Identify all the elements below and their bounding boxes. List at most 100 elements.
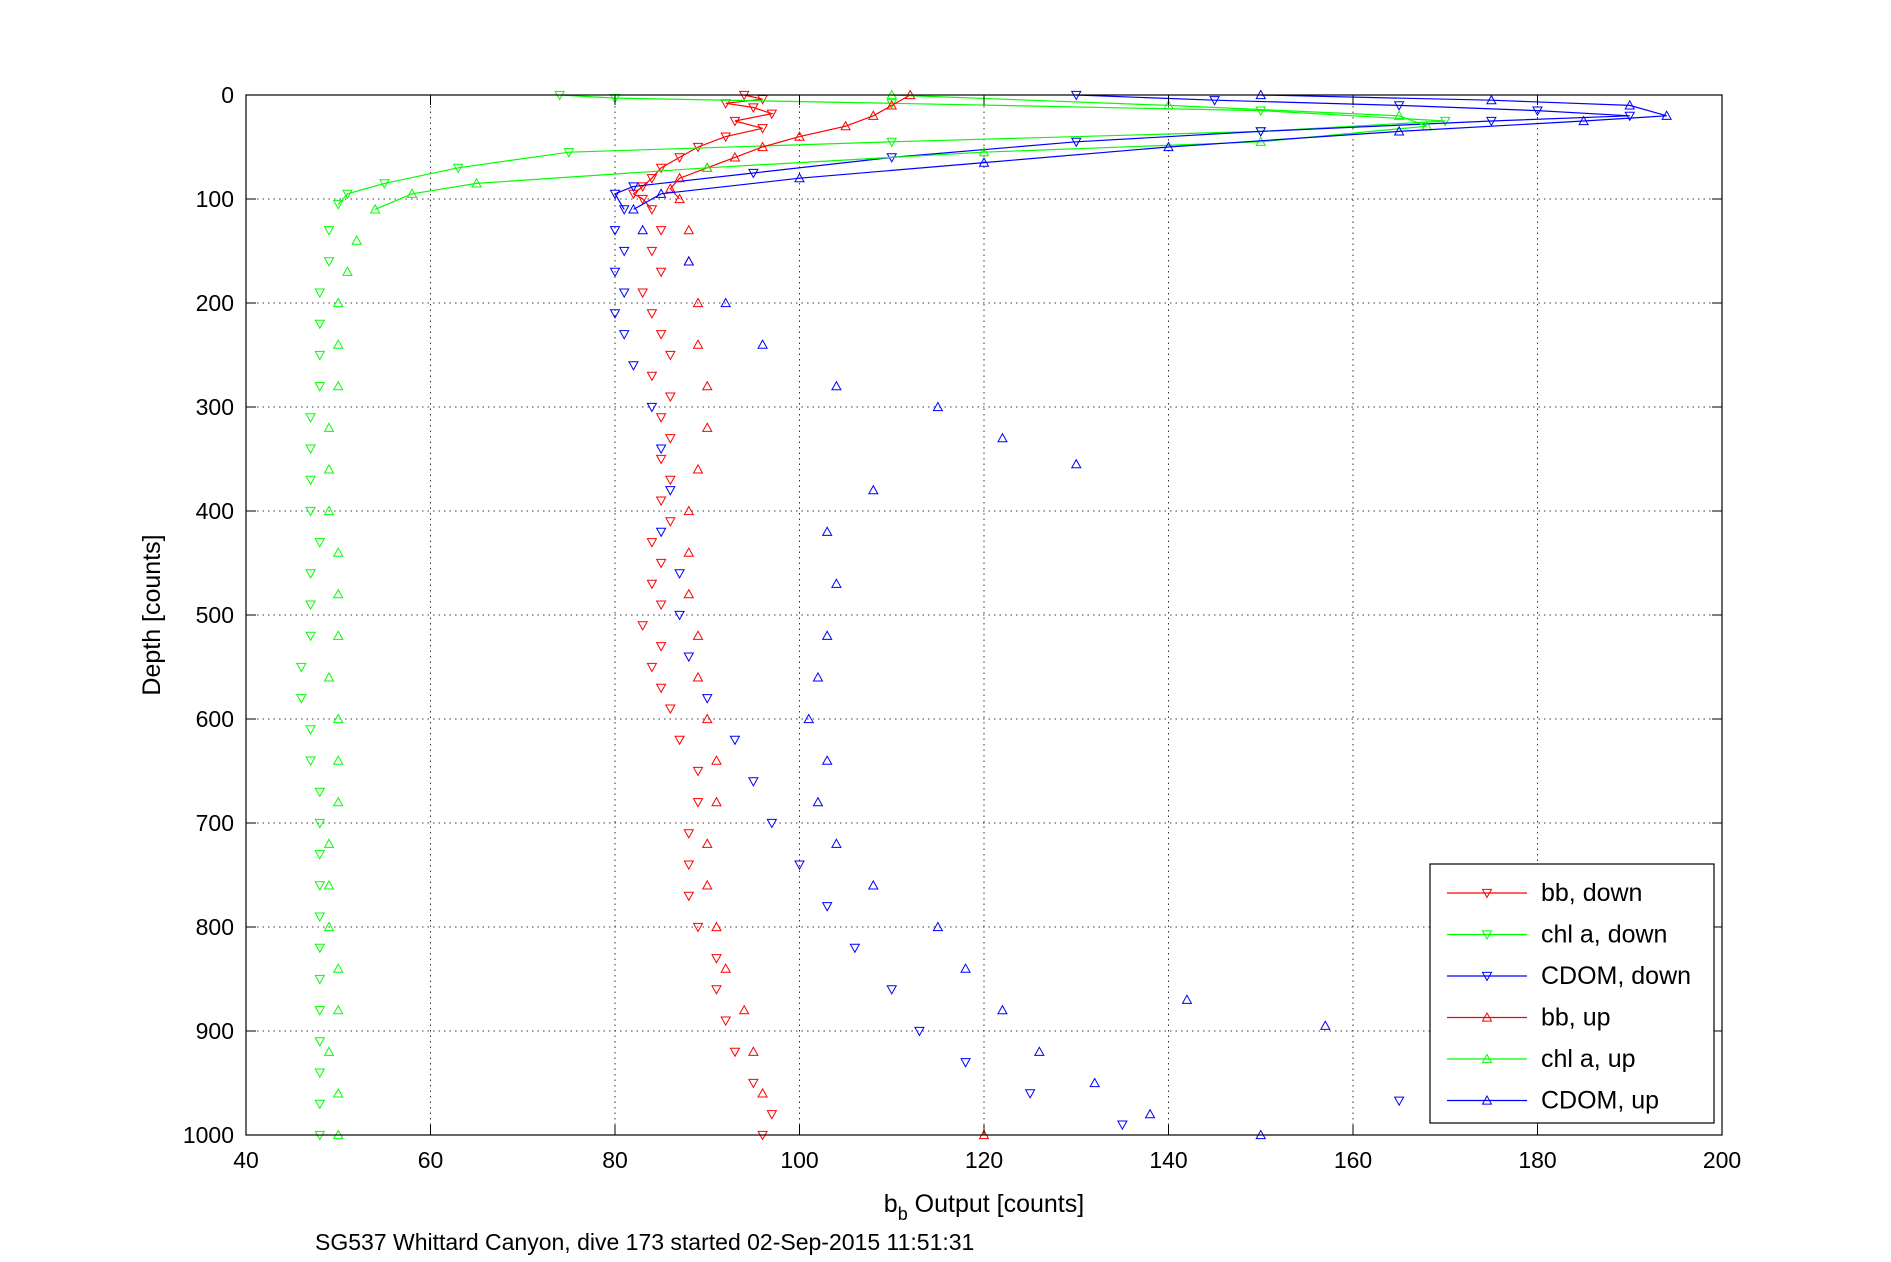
data-point bbox=[332, 547, 344, 557]
data-point bbox=[766, 1110, 778, 1120]
data-point bbox=[960, 963, 971, 973]
data-point bbox=[351, 235, 363, 245]
y-axis-label: Depth [counts] bbox=[138, 534, 166, 695]
data-point bbox=[831, 578, 842, 588]
data-point bbox=[1209, 96, 1220, 106]
data-point bbox=[323, 463, 335, 474]
data-point bbox=[323, 422, 335, 432]
y-tick-label: 500 bbox=[196, 602, 234, 628]
data-point bbox=[831, 380, 842, 391]
data-point bbox=[305, 725, 316, 735]
data-point bbox=[701, 422, 713, 432]
data-point bbox=[305, 631, 316, 642]
data-point bbox=[305, 569, 316, 579]
data-point bbox=[1393, 125, 1405, 136]
data-point bbox=[323, 505, 335, 516]
data-point bbox=[692, 766, 704, 777]
legend-label: chl a, up bbox=[1541, 1045, 1636, 1073]
data-point bbox=[323, 921, 335, 932]
x-tick-label: 200 bbox=[1703, 1147, 1741, 1173]
data-point bbox=[886, 137, 898, 148]
data-point bbox=[1163, 141, 1174, 152]
legend-swatch-marker bbox=[1481, 888, 1493, 899]
data-point bbox=[305, 506, 316, 517]
data-point bbox=[452, 163, 464, 174]
data-point bbox=[1486, 94, 1497, 105]
data-point bbox=[646, 402, 658, 413]
data-point bbox=[406, 188, 418, 198]
data-point bbox=[646, 662, 658, 673]
data-point bbox=[1393, 1096, 1405, 1107]
data-point bbox=[323, 671, 335, 682]
data-point bbox=[812, 671, 824, 682]
data-point bbox=[821, 630, 833, 640]
data-point bbox=[563, 148, 575, 158]
data-point bbox=[655, 413, 667, 423]
data-point bbox=[655, 496, 667, 507]
data-point bbox=[1024, 1089, 1036, 1099]
data-point bbox=[609, 309, 621, 319]
data-point bbox=[674, 610, 685, 621]
data-point bbox=[646, 579, 658, 590]
series-line bbox=[374, 94, 1428, 210]
data-point bbox=[332, 755, 344, 765]
data-point bbox=[1393, 110, 1405, 120]
data-point bbox=[305, 756, 316, 767]
data-point bbox=[886, 985, 898, 995]
x-tick-label: 120 bbox=[965, 1147, 1003, 1173]
data-point bbox=[978, 157, 990, 167]
data-point bbox=[314, 288, 326, 299]
data-point bbox=[618, 330, 630, 340]
data-point bbox=[655, 444, 667, 455]
data-point bbox=[932, 921, 944, 932]
data-point bbox=[665, 475, 676, 486]
data-point bbox=[711, 796, 722, 807]
data-point bbox=[720, 1016, 732, 1027]
data-point bbox=[609, 189, 621, 200]
data-point bbox=[701, 879, 713, 890]
data-point bbox=[1181, 994, 1193, 1004]
data-point bbox=[867, 484, 879, 495]
y-tick-label: 200 bbox=[196, 290, 234, 316]
data-point bbox=[794, 131, 805, 141]
data-point bbox=[766, 818, 778, 829]
data-point bbox=[314, 787, 326, 798]
legend-swatch-marker bbox=[1481, 1053, 1493, 1064]
data-point bbox=[637, 194, 649, 205]
data-point bbox=[314, 319, 326, 330]
data-point bbox=[628, 182, 639, 193]
data-point bbox=[683, 891, 695, 902]
data-point bbox=[1439, 116, 1451, 127]
data-point bbox=[1319, 1020, 1331, 1030]
legend-entry-1: bb, down bbox=[1447, 879, 1642, 907]
data-point bbox=[674, 153, 685, 163]
data-point bbox=[618, 205, 630, 215]
data-point bbox=[932, 401, 944, 412]
data-point bbox=[748, 103, 759, 114]
x-tick-label: 100 bbox=[780, 1147, 818, 1173]
data-point bbox=[314, 1037, 326, 1047]
data-point bbox=[628, 203, 639, 214]
data-point bbox=[628, 361, 639, 371]
data-point bbox=[867, 110, 879, 120]
data-point bbox=[711, 921, 722, 932]
data-point bbox=[692, 297, 704, 308]
data-point bbox=[332, 796, 344, 807]
data-point bbox=[342, 266, 353, 276]
data-point bbox=[342, 189, 353, 200]
data-point bbox=[692, 671, 704, 682]
data-point bbox=[757, 124, 768, 134]
data-point bbox=[1255, 127, 1267, 137]
data-point bbox=[821, 526, 833, 536]
data-point bbox=[683, 652, 695, 663]
data-point bbox=[1578, 115, 1589, 126]
data-point bbox=[646, 205, 658, 215]
data-point bbox=[1255, 106, 1267, 117]
data-point bbox=[296, 694, 307, 704]
y-tick-label: 100 bbox=[196, 186, 234, 212]
data-point bbox=[1661, 110, 1672, 120]
grid bbox=[246, 95, 1722, 1135]
y-tick-label: 900 bbox=[196, 1018, 234, 1044]
data-point bbox=[646, 538, 658, 548]
